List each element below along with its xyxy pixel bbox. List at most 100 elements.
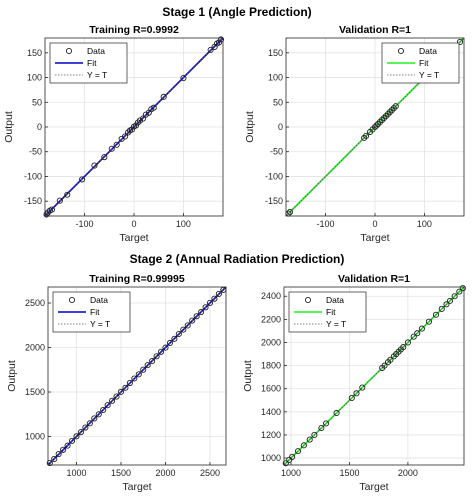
data-point — [64, 191, 71, 198]
data-point — [144, 362, 151, 369]
data-point — [456, 288, 463, 295]
data-point — [135, 371, 142, 378]
data-point — [432, 311, 439, 318]
y-tick-label: -50 — [29, 147, 42, 157]
y-tick-label: -50 — [270, 147, 283, 157]
legend-label: Data — [90, 295, 108, 305]
plot-title: Training R=0.99995 — [89, 273, 185, 285]
data-point — [82, 424, 89, 431]
data-point — [95, 411, 102, 418]
legend-label: Y = T — [419, 70, 439, 80]
y-tick-label: -100 — [265, 171, 283, 181]
legend: Data Fit Y = T — [381, 42, 460, 84]
data-point — [311, 431, 318, 438]
x-axis-label: Target — [119, 232, 148, 244]
data-point — [139, 115, 146, 122]
data-point — [108, 145, 115, 152]
y-tick-label: 2200 — [261, 314, 281, 324]
data-point — [166, 339, 173, 347]
plot-2: -100 0 100 -150 -100 -50 0 50 100 150 Validation R… — [244, 24, 465, 244]
legend-data-marker — [397, 47, 405, 55]
y-axis-label: Output — [3, 111, 15, 143]
y-tick-label: 50 — [32, 97, 42, 107]
data-point — [446, 297, 454, 304]
data-point — [286, 208, 294, 216]
data-point — [294, 448, 302, 455]
data-point — [376, 119, 383, 126]
legend: Data Fit Y = T — [52, 291, 131, 333]
data-point — [386, 109, 393, 116]
data-point — [160, 93, 167, 100]
data-point — [400, 344, 407, 351]
y-tick-label: 1800 — [261, 361, 281, 371]
data-point — [378, 117, 385, 124]
data-point — [153, 353, 160, 360]
x-tick-label: -100 — [76, 219, 94, 229]
x-tick-label: 1000 — [66, 468, 86, 478]
data-point — [184, 322, 191, 329]
data-point — [282, 460, 289, 467]
data-point — [131, 375, 138, 382]
y-tick-label: 0 — [37, 122, 42, 132]
data-point — [443, 301, 450, 308]
data-point — [189, 317, 196, 324]
data-point — [388, 107, 395, 114]
y-tick-label: 2000 — [25, 343, 45, 353]
x-tick-label: 1000 — [281, 468, 301, 478]
data-point — [387, 356, 394, 363]
data-point — [348, 394, 355, 402]
data-point — [459, 285, 466, 292]
data-point — [150, 104, 157, 111]
data-point — [134, 119, 142, 126]
data-point — [162, 344, 169, 351]
y-tick-label: -150 — [24, 196, 42, 206]
data-point — [180, 75, 187, 82]
y-axis-label: Output — [244, 111, 256, 143]
data-point — [390, 105, 397, 112]
legend-label: Data — [87, 46, 105, 56]
data-point — [125, 129, 132, 136]
x-axis-label: Target — [359, 481, 388, 493]
data-point — [202, 304, 209, 311]
y-tick-label: 1600 — [261, 384, 281, 394]
stage1-title: Stage 1 (Angle Prediction) — [162, 5, 312, 19]
data-point — [300, 442, 307, 449]
data-point — [86, 420, 93, 427]
data-point — [122, 384, 129, 391]
data-point — [149, 357, 156, 365]
data-point — [48, 206, 55, 213]
data-point — [333, 409, 340, 417]
data-point — [438, 305, 445, 313]
data-point — [157, 348, 165, 355]
data-point — [374, 120, 382, 128]
data-point — [117, 388, 125, 395]
data-point — [207, 46, 214, 53]
legend: Data Fit Y = T — [49, 42, 128, 84]
x-axis-label: Target — [122, 481, 151, 493]
y-tick-label: 100 — [27, 73, 42, 83]
x-tick-label: 1500 — [339, 468, 359, 478]
data-point — [140, 366, 147, 373]
x-tick-label: -100 — [317, 219, 335, 229]
y-axis-label: Output — [6, 360, 18, 392]
data-point — [381, 362, 388, 369]
data-point — [193, 313, 200, 320]
data-point — [410, 333, 417, 340]
plot-3: 1000 1500 2000 2500 1000 1500 2000 2500 Training… — [6, 273, 227, 493]
data-point — [353, 390, 360, 397]
data-point — [51, 455, 58, 462]
data-point — [100, 406, 107, 414]
y-tick-label: 2500 — [25, 298, 45, 308]
legend-label: Fit — [87, 58, 97, 68]
x-tick-label: 1500 — [111, 468, 131, 478]
data-point — [171, 335, 178, 342]
data-point — [206, 299, 214, 306]
legend-data-marker — [65, 47, 73, 55]
data-point — [180, 326, 187, 333]
x-tick-label: 2000 — [398, 468, 418, 478]
plot-1: -100 0 100 -150 -100 -50 0 50 100 150 Training R=0… — [3, 24, 225, 244]
data-point — [60, 446, 67, 453]
data-point — [414, 330, 421, 337]
